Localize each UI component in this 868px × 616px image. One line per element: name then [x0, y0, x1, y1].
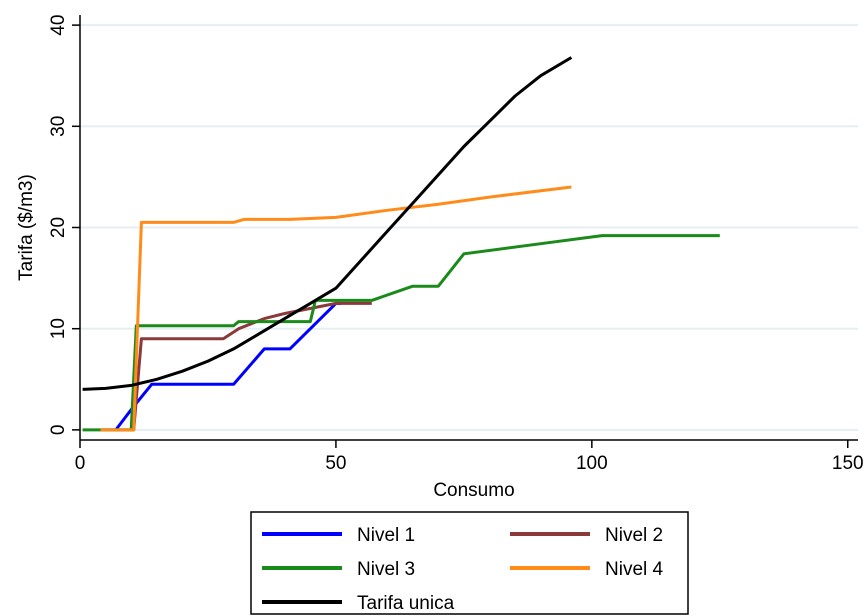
legend: Nivel 1 Nivel 2 Nivel 3 Nivel 4 Tarifa unica	[250, 511, 689, 615]
y-tick-label-2: 20	[48, 217, 69, 238]
x-tick-label-1: 50	[325, 453, 346, 474]
y-tick-label-0: 0	[48, 425, 69, 436]
axes: 0 10 20 30 40 0 50 100 150	[48, 15, 864, 474]
x-axis-label: Consumo	[433, 480, 514, 501]
series-line-4	[82, 56, 573, 391]
series-line-2	[82, 234, 720, 432]
grid-lines	[80, 24, 858, 431]
legend-label-0: Nivel 1	[357, 525, 415, 546]
legend-label-4: Tarifa unica	[357, 593, 455, 614]
legend-label-2: Nivel 3	[357, 559, 415, 580]
series-line-3	[100, 185, 572, 432]
x-tick-label-0: 0	[75, 453, 86, 474]
y-tick-label-1: 10	[48, 318, 69, 339]
y-axis-label: Tarifa ($/m3)	[16, 174, 37, 281]
legend-label-1: Nivel 2	[605, 525, 663, 546]
series-lines	[82, 56, 720, 432]
x-tick-label-2: 100	[576, 453, 608, 474]
y-tick-label-4: 40	[48, 15, 69, 36]
legend-label-3: Nivel 4	[605, 559, 664, 580]
y-tick-label-3: 30	[48, 116, 69, 137]
x-tick-label-3: 150	[832, 453, 864, 474]
legend-box	[250, 511, 689, 615]
